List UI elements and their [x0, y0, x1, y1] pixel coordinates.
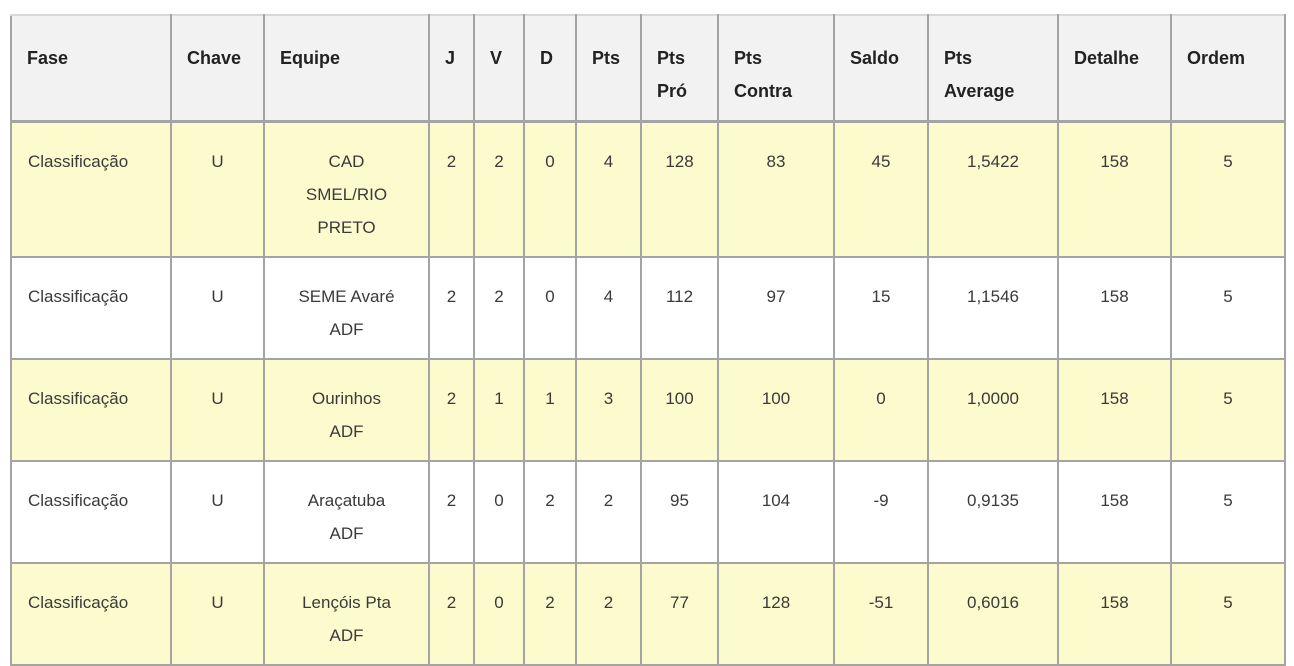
column-header-pts-contra: Pts Contra — [717, 14, 835, 123]
cell-fase: Classificação — [10, 256, 172, 360]
table-row: Classificação U SEME Avaré ADF 2 2 0 4 1… — [10, 256, 1286, 360]
cell-pts-pro: 95 — [640, 460, 719, 564]
cell-v: 1 — [473, 358, 525, 462]
cell-pts-average: 0,6016 — [927, 562, 1059, 666]
cell-chave: U — [170, 256, 265, 360]
cell-saldo: -51 — [833, 562, 929, 666]
table-row: Classificação U Araçatuba ADF 2 0 2 2 95… — [10, 460, 1286, 564]
cell-equipe: SEME Avaré ADF — [263, 256, 430, 360]
table-row: Classificação U Lençóis Pta ADF 2 0 2 2 … — [10, 562, 1286, 666]
cell-pts-contra: 104 — [717, 460, 835, 564]
cell-fase: Classificação — [10, 120, 172, 258]
cell-pts: 3 — [575, 358, 642, 462]
column-header-fase: Fase — [10, 14, 172, 123]
cell-v: 0 — [473, 460, 525, 564]
cell-chave: U — [170, 562, 265, 666]
cell-j: 2 — [428, 562, 475, 666]
cell-v: 2 — [473, 120, 525, 258]
cell-detalhe: 158 — [1057, 256, 1172, 360]
cell-ordem: 5 — [1170, 460, 1286, 564]
table-row: Classificação U CAD SMEL/RIO PRETO 2 2 0… — [10, 120, 1286, 258]
cell-pts-pro: 77 — [640, 562, 719, 666]
cell-equipe: CAD SMEL/RIO PRETO — [263, 120, 430, 258]
column-header-d: D — [523, 14, 577, 123]
cell-detalhe: 158 — [1057, 120, 1172, 258]
column-header-pts-pro: Pts Pró — [640, 14, 719, 123]
cell-ordem: 5 — [1170, 358, 1286, 462]
cell-d: 0 — [523, 256, 577, 360]
header-row: Fase Chave Equipe J V D Pts Pts Pró Pts … — [10, 14, 1286, 123]
cell-equipe: Lençóis Pta ADF — [263, 562, 430, 666]
cell-j: 2 — [428, 120, 475, 258]
cell-pts: 2 — [575, 562, 642, 666]
cell-pts-pro: 112 — [640, 256, 719, 360]
cell-chave: U — [170, 120, 265, 258]
table-row: Classificação U Ourinhos ADF 2 1 1 3 100… — [10, 358, 1286, 462]
column-header-saldo: Saldo — [833, 14, 929, 123]
cell-j: 2 — [428, 256, 475, 360]
cell-detalhe: 158 — [1057, 460, 1172, 564]
cell-j: 2 — [428, 460, 475, 564]
cell-v: 2 — [473, 256, 525, 360]
column-header-v: V — [473, 14, 525, 123]
cell-saldo: 45 — [833, 120, 929, 258]
cell-d: 1 — [523, 358, 577, 462]
cell-d: 2 — [523, 562, 577, 666]
table-header: Fase Chave Equipe J V D Pts Pts Pró Pts … — [10, 14, 1286, 123]
column-header-detalhe: Detalhe — [1057, 14, 1172, 123]
cell-pts: 2 — [575, 460, 642, 564]
cell-saldo: 0 — [833, 358, 929, 462]
cell-pts-pro: 100 — [640, 358, 719, 462]
column-header-ordem: Ordem — [1170, 14, 1286, 123]
standings-table: Fase Chave Equipe J V D Pts Pts Pró Pts … — [10, 14, 1286, 666]
cell-detalhe: 158 — [1057, 562, 1172, 666]
cell-ordem: 5 — [1170, 120, 1286, 258]
cell-chave: U — [170, 460, 265, 564]
column-header-j: J — [428, 14, 475, 123]
cell-fase: Classificação — [10, 358, 172, 462]
cell-pts: 4 — [575, 120, 642, 258]
cell-pts-average: 1,0000 — [927, 358, 1059, 462]
cell-saldo: 15 — [833, 256, 929, 360]
cell-pts-contra: 128 — [717, 562, 835, 666]
cell-pts-contra: 100 — [717, 358, 835, 462]
column-header-pts: Pts — [575, 14, 642, 123]
table-body: Classificação U CAD SMEL/RIO PRETO 2 2 0… — [10, 120, 1286, 666]
cell-equipe: Araçatuba ADF — [263, 460, 430, 564]
cell-pts-contra: 83 — [717, 120, 835, 258]
column-header-equipe: Equipe — [263, 14, 430, 123]
cell-pts-contra: 97 — [717, 256, 835, 360]
cell-v: 0 — [473, 562, 525, 666]
cell-ordem: 5 — [1170, 256, 1286, 360]
cell-saldo: -9 — [833, 460, 929, 564]
cell-d: 2 — [523, 460, 577, 564]
cell-pts-average: 1,1546 — [927, 256, 1059, 360]
cell-fase: Classificação — [10, 460, 172, 564]
cell-equipe: Ourinhos ADF — [263, 358, 430, 462]
cell-d: 0 — [523, 120, 577, 258]
cell-chave: U — [170, 358, 265, 462]
column-header-pts-average: Pts Average — [927, 14, 1059, 123]
cell-ordem: 5 — [1170, 562, 1286, 666]
cell-pts-pro: 128 — [640, 120, 719, 258]
cell-fase: Classificação — [10, 562, 172, 666]
cell-pts: 4 — [575, 256, 642, 360]
cell-detalhe: 158 — [1057, 358, 1172, 462]
column-header-chave: Chave — [170, 14, 265, 123]
cell-j: 2 — [428, 358, 475, 462]
cell-pts-average: 1,5422 — [927, 120, 1059, 258]
cell-pts-average: 0,9135 — [927, 460, 1059, 564]
